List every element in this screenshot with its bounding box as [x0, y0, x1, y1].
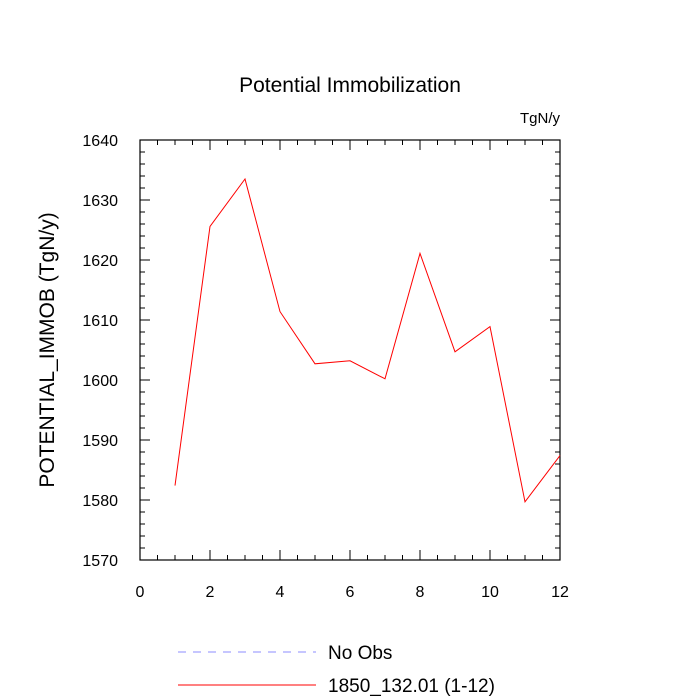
x-tick-label: 2	[206, 584, 215, 601]
x-tick-label: 6	[346, 584, 355, 601]
x-tick-label: 4	[276, 584, 285, 601]
tick-labels: 0 2 4 6 8 10 12 1570 1580 1590 1600 1610 1620 1630 164…	[82, 133, 569, 601]
x-tick-label: 10	[481, 584, 499, 601]
x-tick-label: 0	[136, 584, 145, 601]
legend: No Obs 1850_132.01 (1-12)	[178, 643, 495, 697]
axis-ticks	[139, 139, 561, 561]
y-tick-label: 1610	[82, 313, 118, 330]
y-tick-label: 1620	[82, 253, 118, 270]
y-tick-label: 1570	[82, 553, 118, 570]
y-tick-label: 1580	[82, 493, 118, 510]
y-axis-label: POTENTIAL_IMMOB (TgN/y)	[36, 212, 59, 487]
y-tick-label: 1630	[82, 193, 118, 210]
y-tick-label: 1640	[82, 133, 118, 150]
y-tick-label: 1590	[82, 433, 118, 450]
chart-title: Potential Immobilization	[239, 74, 461, 97]
plot-frame	[139, 139, 561, 561]
series-line	[174, 177, 561, 503]
x-tick-label: 12	[551, 584, 569, 601]
legend-label: No Obs	[328, 643, 392, 664]
y-tick-label: 1600	[82, 373, 118, 390]
series-lines	[174, 177, 561, 503]
units-label: TgN/y	[520, 110, 561, 127]
x-tick-label: 8	[416, 584, 425, 601]
legend-label: 1850_132.01 (1-12)	[328, 676, 495, 697]
